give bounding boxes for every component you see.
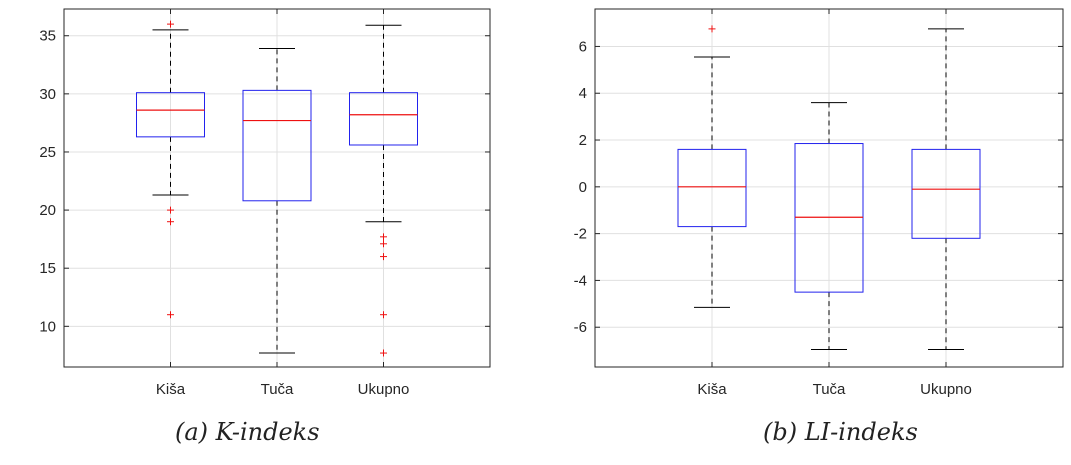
y-tick-label: 4 [579, 85, 587, 102]
x-tick-label: Tuča [261, 381, 294, 398]
x-tick-label: Tuča [813, 381, 846, 398]
outlier-marker [167, 311, 174, 319]
outlier-marker [380, 240, 387, 248]
iqr-box [349, 92, 418, 146]
chart-panel-li-index: -6 -4 -2 0 2 4 6 Kiša Tuča Ukupno (b) LI-indeks [535, 0, 1071, 465]
x-tick-label: Kiša [156, 381, 186, 398]
plot-area-frame [63, 8, 491, 368]
x-tick-label: Kiša [697, 381, 727, 398]
y-tick-label: 35 [39, 28, 56, 45]
box-plot-k-index: 10 15 20 25 30 35 Kiša Tuča Ukupno [39, 8, 491, 398]
y-tick-label: 10 [39, 318, 56, 335]
y-tick-label: 15 [39, 260, 56, 277]
outlier-marker [380, 311, 387, 319]
outlier-marker [167, 218, 174, 226]
chart-panel-k-index: 10 15 20 25 30 35 Kiša Tuča Ukupno (a) K-indeks [0, 0, 535, 465]
y-tick-label: -4 [574, 272, 587, 289]
iqr-box [677, 148, 747, 228]
outlier-marker [167, 206, 174, 214]
x-tick-label: Ukupno [920, 381, 972, 398]
box-plot-li-index: -6 -4 -2 0 2 4 6 Kiša Tuča Ukupno [574, 8, 1064, 398]
y-tick-label: 25 [39, 144, 56, 161]
y-tick-label: -2 [574, 226, 587, 243]
chart-caption-li-index: (b) LI-indeks [763, 418, 918, 446]
iqr-box [242, 89, 312, 202]
x-tick-label: Ukupno [358, 381, 410, 398]
y-tick-label: 30 [39, 86, 56, 103]
y-tick-label: -6 [574, 319, 587, 336]
outlier-marker [167, 20, 174, 28]
y-tick-label: 2 [579, 132, 587, 149]
outlier-marker [708, 25, 716, 33]
plot-area-frame [594, 8, 1064, 368]
outlier-marker [380, 253, 387, 261]
iqr-box [136, 92, 205, 138]
chart-caption-k-index: (a) K-indeks [175, 418, 320, 446]
y-tick-label: 6 [579, 38, 587, 55]
outlier-marker [380, 349, 387, 357]
y-tick-label: 0 [579, 179, 587, 196]
y-tick-label: 20 [39, 202, 56, 219]
iqr-box [911, 148, 981, 239]
outlier-marker [380, 233, 387, 241]
